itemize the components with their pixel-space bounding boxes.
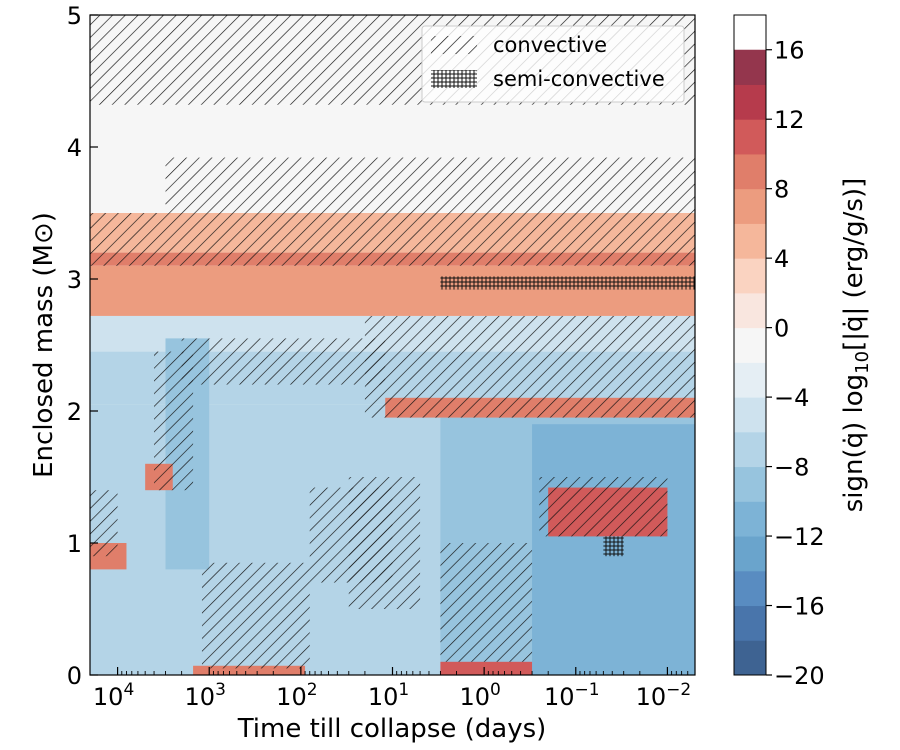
convective-zone bbox=[90, 213, 695, 266]
convective-zone bbox=[348, 477, 421, 609]
colorbar-band bbox=[734, 49, 766, 85]
convective-zone bbox=[154, 351, 194, 491]
convective-zone bbox=[201, 562, 310, 669]
colorbar-ticks: −20 −16 −12 −8 −4 0 4 8 12 16 bbox=[766, 37, 825, 690]
convective-zone bbox=[90, 490, 118, 557]
colorbar-band bbox=[734, 570, 766, 607]
colorbar-tick-label: −16 bbox=[774, 593, 825, 621]
x-tick-label: 100 bbox=[459, 680, 500, 711]
x-axis-label: Time till collapse (days) bbox=[237, 714, 547, 744]
colorbar-band bbox=[734, 501, 766, 537]
x-tick-label: 101 bbox=[368, 680, 409, 711]
colorbar-tick-label: −12 bbox=[774, 523, 825, 551]
colorbar-frame bbox=[733, 14, 767, 676]
colorbar-band bbox=[734, 397, 766, 433]
y-axis-ticks: 0 1 2 3 4 5 bbox=[67, 2, 98, 690]
x-tick-label: 103 bbox=[185, 680, 226, 711]
x-axis-ticks: 104 103 102 101 100 10−1 10−2 bbox=[89, 667, 696, 711]
y-tick-label: 5 bbox=[67, 2, 82, 30]
colorbar-tick-label: 16 bbox=[774, 37, 805, 65]
colorbar: −20 −16 −12 −8 −4 0 4 8 12 16 sign(q̇) log10[|q̇|… bbox=[733, 14, 873, 690]
y-tick-label: 0 bbox=[67, 662, 82, 690]
colorbar-label: sign(q̇) log10[|q̇| (erg/g/s)] bbox=[839, 178, 873, 513]
colorbar-band bbox=[734, 258, 766, 294]
y-tick-label: 3 bbox=[67, 266, 82, 294]
legend-semi-convective-label: semi-convective bbox=[493, 67, 665, 91]
plot-area bbox=[90, 15, 695, 675]
legend-convective-label: convective bbox=[493, 33, 607, 57]
semi-convective-zone bbox=[440, 276, 695, 290]
convective-zone bbox=[165, 157, 695, 213]
colorbar-band bbox=[734, 153, 766, 190]
y-tick-label: 2 bbox=[67, 398, 82, 426]
legend-convective-swatch bbox=[431, 36, 477, 54]
colorbar-tick-label: −8 bbox=[774, 454, 809, 482]
colorbar-band bbox=[734, 466, 766, 502]
heat-region bbox=[440, 661, 533, 675]
convective-zone bbox=[539, 477, 668, 537]
colorbar-band bbox=[734, 605, 766, 641]
colorbar-tick-label: 4 bbox=[774, 245, 789, 273]
colorbar-tick-label: 0 bbox=[774, 315, 789, 343]
colorbar-band bbox=[734, 640, 766, 676]
colorbar-bands bbox=[734, 49, 766, 676]
colorbar-band bbox=[734, 327, 766, 363]
colorbar-band bbox=[734, 431, 766, 468]
x-tick-label: 10−2 bbox=[636, 680, 692, 711]
legend: convective semi-convective bbox=[421, 25, 685, 103]
x-tick-label: 104 bbox=[93, 680, 134, 711]
colorbar-band bbox=[734, 362, 766, 398]
colorbar-tick-label: −20 bbox=[774, 662, 825, 690]
colorbar-tick-label: 8 bbox=[774, 176, 789, 204]
colorbar-band bbox=[734, 536, 766, 572]
heat-region bbox=[193, 665, 306, 675]
y-axis-label: Enclosed mass (M⊙) bbox=[29, 212, 59, 478]
legend-semi-convective-swatch bbox=[431, 70, 477, 88]
heat-region bbox=[90, 265, 695, 316]
y-tick-label: 1 bbox=[67, 530, 82, 558]
colorbar-band bbox=[734, 84, 766, 120]
x-tick-label: 10−1 bbox=[544, 680, 600, 711]
y-tick-label: 4 bbox=[67, 134, 82, 162]
legend-box bbox=[421, 25, 685, 103]
colorbar-band bbox=[734, 292, 766, 329]
convective-zone bbox=[181, 338, 386, 385]
convective-zone bbox=[364, 315, 695, 418]
colorbar-tick-label: −4 bbox=[774, 384, 809, 412]
colorbar-band bbox=[734, 119, 766, 155]
colorbar-band bbox=[734, 188, 766, 224]
convective-zone bbox=[440, 543, 533, 662]
semi-convective-zone bbox=[603, 536, 624, 557]
colorbar-band bbox=[734, 223, 766, 259]
x-tick-label: 102 bbox=[276, 680, 317, 711]
colorbar-tick-label: 12 bbox=[774, 106, 805, 134]
